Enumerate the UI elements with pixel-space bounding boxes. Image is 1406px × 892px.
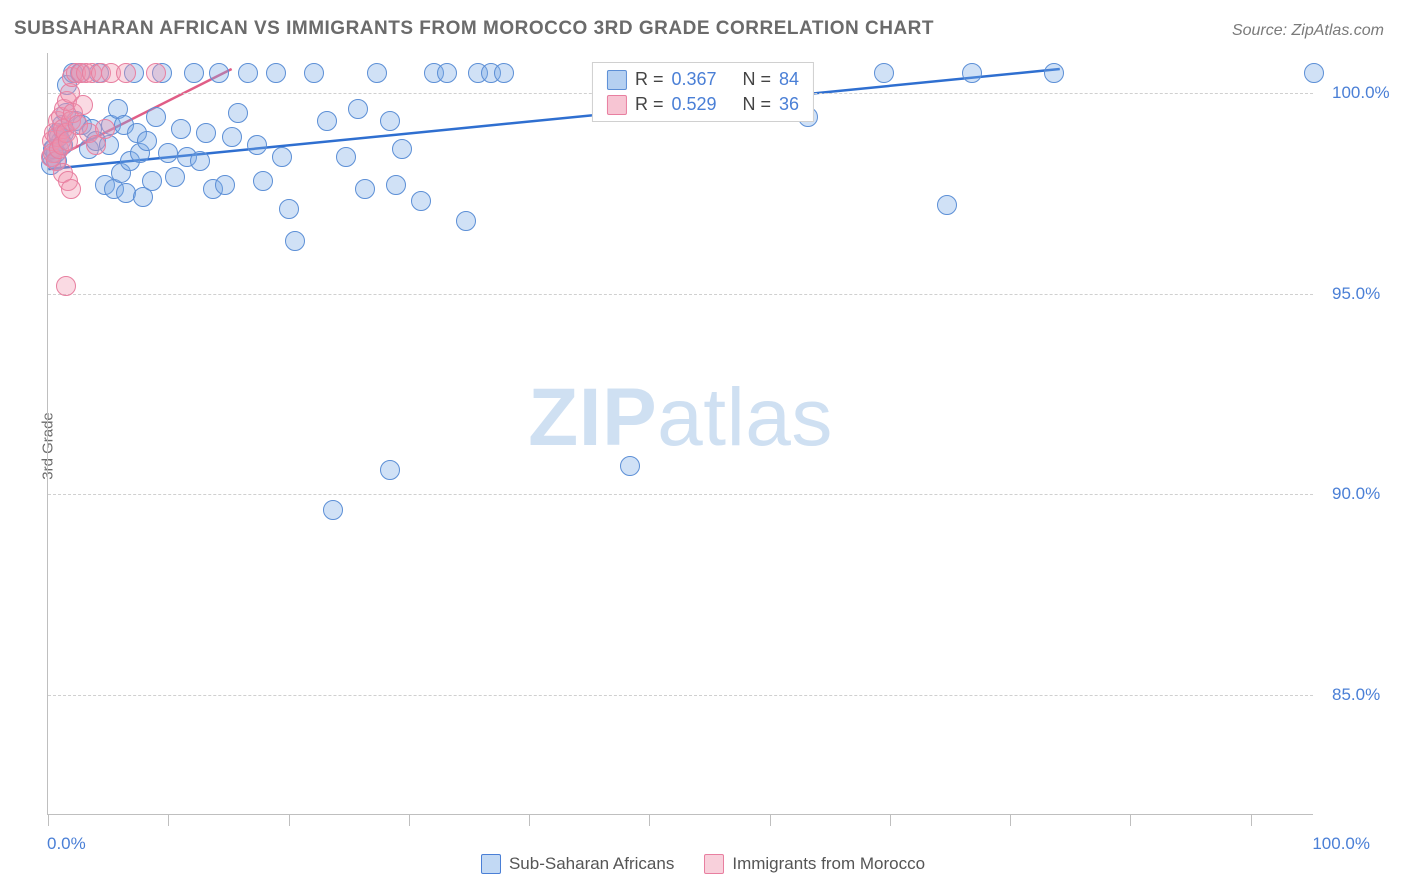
data-point: [380, 111, 400, 131]
r-label: R =: [635, 69, 664, 90]
data-point: [222, 127, 242, 147]
data-point: [184, 63, 204, 83]
data-point: [137, 131, 157, 151]
x-tick: [1251, 814, 1252, 826]
data-point: [494, 63, 514, 83]
data-point: [196, 123, 216, 143]
data-point: [937, 195, 957, 215]
data-point: [238, 63, 258, 83]
data-point: [95, 119, 115, 139]
legend-item-pink: Immigrants from Morocco: [704, 854, 925, 874]
data-point: [56, 276, 76, 296]
data-point: [165, 167, 185, 187]
data-point: [304, 63, 324, 83]
n-value-pink: 36: [779, 94, 799, 115]
data-point: [380, 460, 400, 480]
stats-legend: R = 0.367 N = 84 R = 0.529 N = 36: [592, 62, 814, 122]
plot-area: ZIPatlas 85.0%90.0%95.0%100.0%: [47, 53, 1313, 815]
x-tick: [1010, 814, 1011, 826]
chart-container: SUBSAHARAN AFRICAN VS IMMIGRANTS FROM MO…: [0, 0, 1406, 892]
data-point: [146, 63, 166, 83]
data-point: [73, 95, 93, 115]
y-tick-label: 100.0%: [1332, 83, 1390, 103]
r-label: R =: [635, 94, 664, 115]
x-tick: [168, 814, 169, 826]
x-tick: [770, 814, 771, 826]
legend-label-pink: Immigrants from Morocco: [732, 854, 925, 874]
data-point: [437, 63, 457, 83]
data-point: [355, 179, 375, 199]
stats-row-pink: R = 0.529 N = 36: [593, 92, 813, 117]
watermark: ZIPatlas: [528, 371, 833, 465]
data-point: [190, 151, 210, 171]
x-tick: [529, 814, 530, 826]
data-point: [209, 63, 229, 83]
swatch-blue-icon: [607, 70, 627, 90]
r-value-blue: 0.367: [671, 69, 716, 90]
data-point: [348, 99, 368, 119]
data-point: [158, 143, 178, 163]
source-label: Source: ZipAtlas.com: [1232, 22, 1384, 40]
data-point: [272, 147, 292, 167]
swatch-pink-icon: [607, 95, 627, 115]
data-point: [266, 63, 286, 83]
x-tick: [409, 814, 410, 826]
watermark-bold: ZIP: [528, 372, 657, 463]
legend-swatch-blue-icon: [481, 854, 501, 874]
n-label: N =: [743, 69, 772, 90]
data-point: [336, 147, 356, 167]
r-value-pink: 0.529: [671, 94, 716, 115]
x-tick: [890, 814, 891, 826]
legend-swatch-pink-icon: [704, 854, 724, 874]
gridline: [48, 494, 1313, 495]
series-legend: Sub-Saharan Africans Immigrants from Mor…: [0, 854, 1406, 874]
data-point: [411, 191, 431, 211]
data-point: [962, 63, 982, 83]
x-tick: [1130, 814, 1131, 826]
y-tick-label: 85.0%: [1332, 685, 1380, 705]
x-tick: [48, 814, 49, 826]
data-point: [171, 119, 191, 139]
data-point: [61, 179, 81, 199]
data-point: [874, 63, 894, 83]
legend-label-blue: Sub-Saharan Africans: [509, 854, 674, 874]
gridline: [48, 695, 1313, 696]
data-point: [386, 175, 406, 195]
y-tick-label: 90.0%: [1332, 484, 1380, 504]
data-point: [456, 211, 476, 231]
data-point: [247, 135, 267, 155]
stats-row-blue: R = 0.367 N = 84: [593, 67, 813, 92]
gridline: [48, 294, 1313, 295]
x-axis-right-label: 100.0%: [1312, 834, 1370, 854]
data-point: [253, 171, 273, 191]
data-point: [116, 63, 136, 83]
data-point: [285, 231, 305, 251]
data-point: [279, 199, 299, 219]
n-value-blue: 84: [779, 69, 799, 90]
data-point: [367, 63, 387, 83]
data-point: [317, 111, 337, 131]
data-point: [215, 175, 235, 195]
data-point: [1304, 63, 1324, 83]
x-tick: [649, 814, 650, 826]
trend-lines: [48, 53, 1313, 814]
data-point: [146, 107, 166, 127]
chart-title: SUBSAHARAN AFRICAN VS IMMIGRANTS FROM MO…: [14, 18, 934, 40]
watermark-rest: atlas: [657, 372, 833, 463]
data-point: [228, 103, 248, 123]
x-axis-left-label: 0.0%: [47, 834, 86, 854]
x-tick: [289, 814, 290, 826]
n-label: N =: [743, 94, 772, 115]
data-point: [142, 171, 162, 191]
y-tick-label: 95.0%: [1332, 284, 1380, 304]
data-point: [620, 456, 640, 476]
data-point: [323, 500, 343, 520]
data-point: [1044, 63, 1064, 83]
legend-item-blue: Sub-Saharan Africans: [481, 854, 674, 874]
data-point: [392, 139, 412, 159]
